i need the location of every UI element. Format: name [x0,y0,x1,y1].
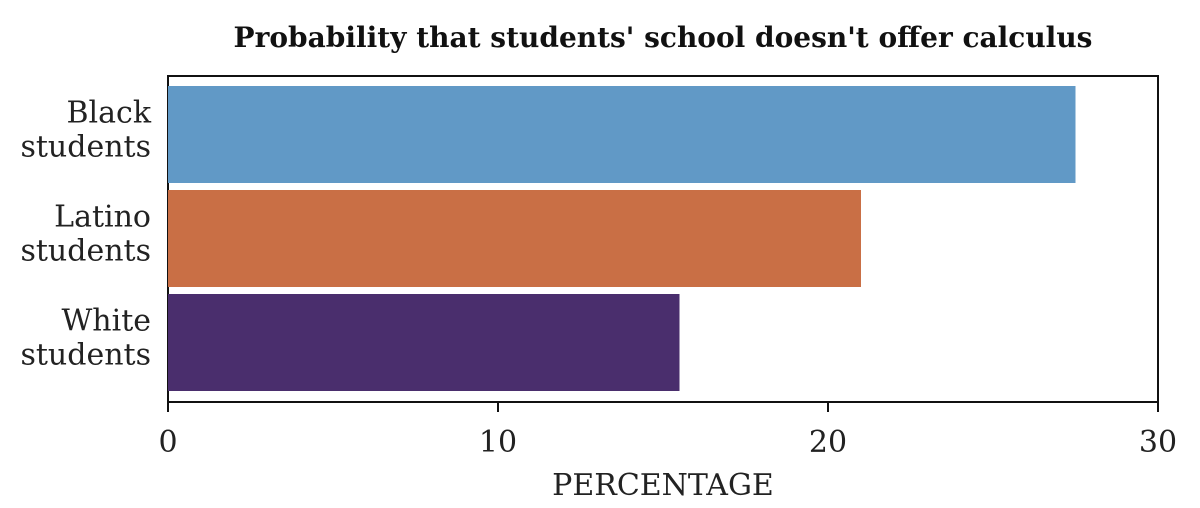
category-label-black: Black students [20,96,151,165]
category-label-latino: Latino students [20,200,151,269]
bar-latino-students [168,190,861,287]
chart-title: Probability that students' school doesn'… [234,21,1093,54]
bar-white-students [168,294,680,391]
bars-group [168,86,1076,391]
x-tick-label: 30 [1139,425,1177,460]
x-axis: 0 10 20 30 [158,402,1177,460]
x-axis-title: PERCENTAGE [552,468,774,503]
bar-black-students [168,86,1076,183]
x-tick-label: 20 [809,425,847,460]
category-label-white: White students [20,304,151,373]
category-labels: Black students Latino students White students [20,96,151,373]
x-tick-label: 0 [158,425,177,460]
x-tick-label: 10 [479,425,517,460]
